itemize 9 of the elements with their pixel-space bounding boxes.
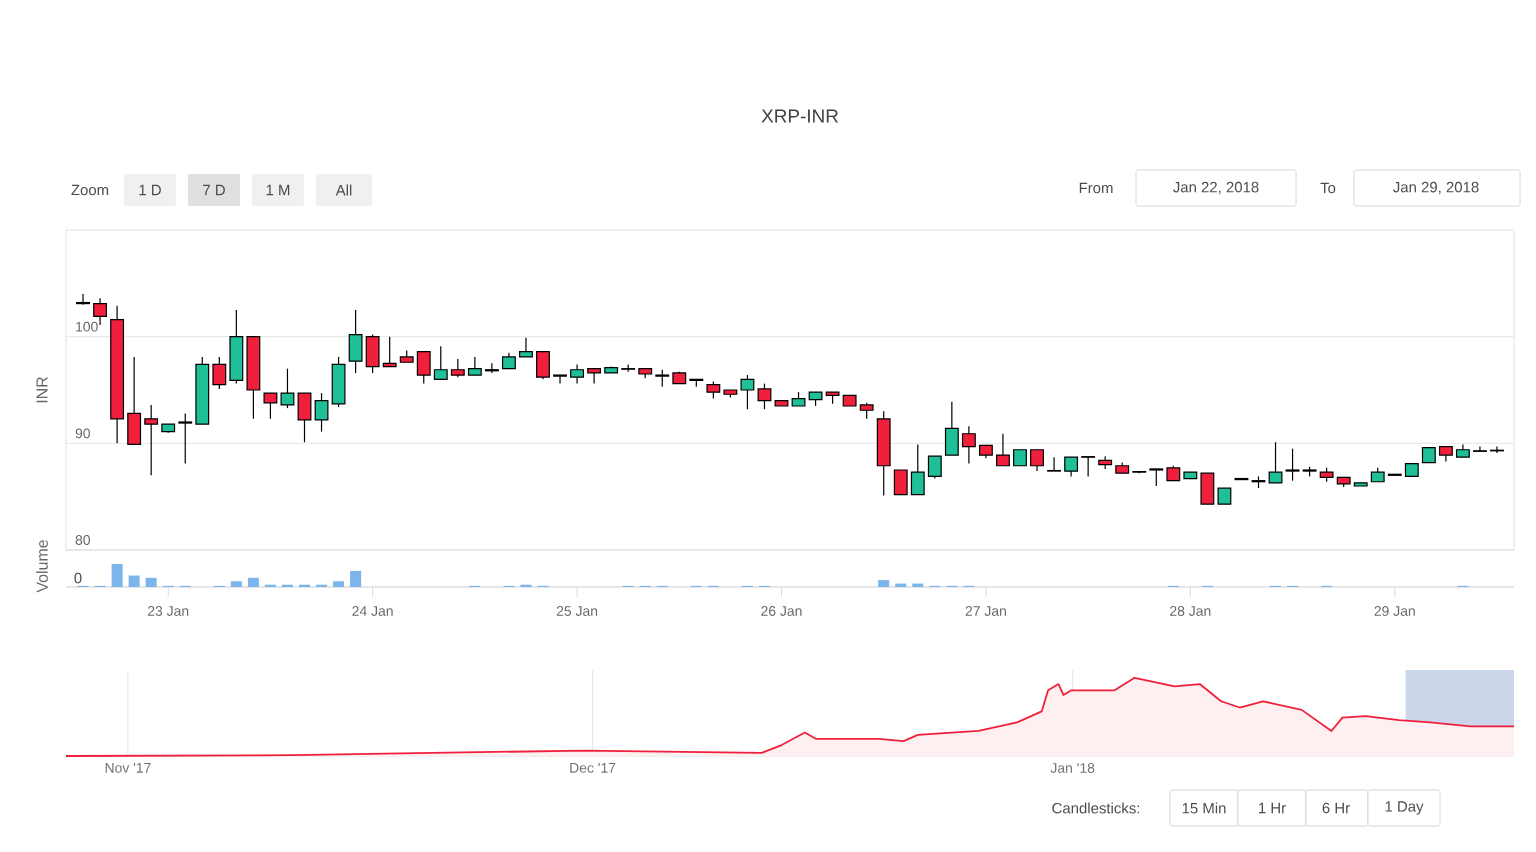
bar — [111, 564, 123, 587]
bar — [230, 581, 242, 587]
chart-title: XRP-INR — [761, 109, 839, 123]
bar — [145, 577, 157, 587]
bar — [128, 575, 140, 587]
bar — [350, 570, 362, 587]
bar — [878, 580, 890, 587]
bar — [247, 577, 259, 587]
bar — [333, 581, 345, 587]
